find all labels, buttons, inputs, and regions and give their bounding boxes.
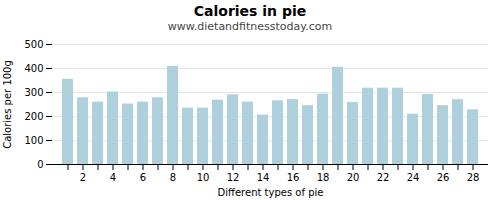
svg-text:20: 20 [347, 172, 360, 183]
svg-text:14: 14 [257, 172, 270, 183]
svg-text:2: 2 [80, 172, 86, 183]
svg-text:200: 200 [24, 111, 43, 122]
svg-text:Different types of pie: Different types of pie [218, 187, 324, 198]
svg-text:100: 100 [24, 135, 43, 146]
html-text:www.dietandfitnesstoday.com: www.dietandfitnesstoday.com [167, 20, 333, 33]
svg-text:500: 500 [24, 39, 43, 50]
svg-text:18: 18 [317, 172, 330, 183]
svg-text:10: 10 [197, 172, 210, 183]
svg-text:26: 26 [437, 172, 450, 183]
svg-text:4: 4 [110, 172, 116, 183]
svg-text:16: 16 [287, 172, 300, 183]
svg-text:8: 8 [170, 172, 176, 183]
html-text:Calories in pie: Calories in pie [193, 3, 307, 19]
svg-text:0: 0 [37, 159, 43, 170]
svg-text:28: 28 [467, 172, 480, 183]
svg-text:22: 22 [377, 172, 390, 183]
svg-text:12: 12 [227, 172, 240, 183]
svg-text:6: 6 [140, 172, 146, 183]
svg-text:Calories per 100g: Calories per 100g [2, 60, 13, 149]
svg-text:400: 400 [24, 63, 43, 74]
svg-text:24: 24 [407, 172, 420, 183]
svg-text:300: 300 [24, 87, 43, 98]
